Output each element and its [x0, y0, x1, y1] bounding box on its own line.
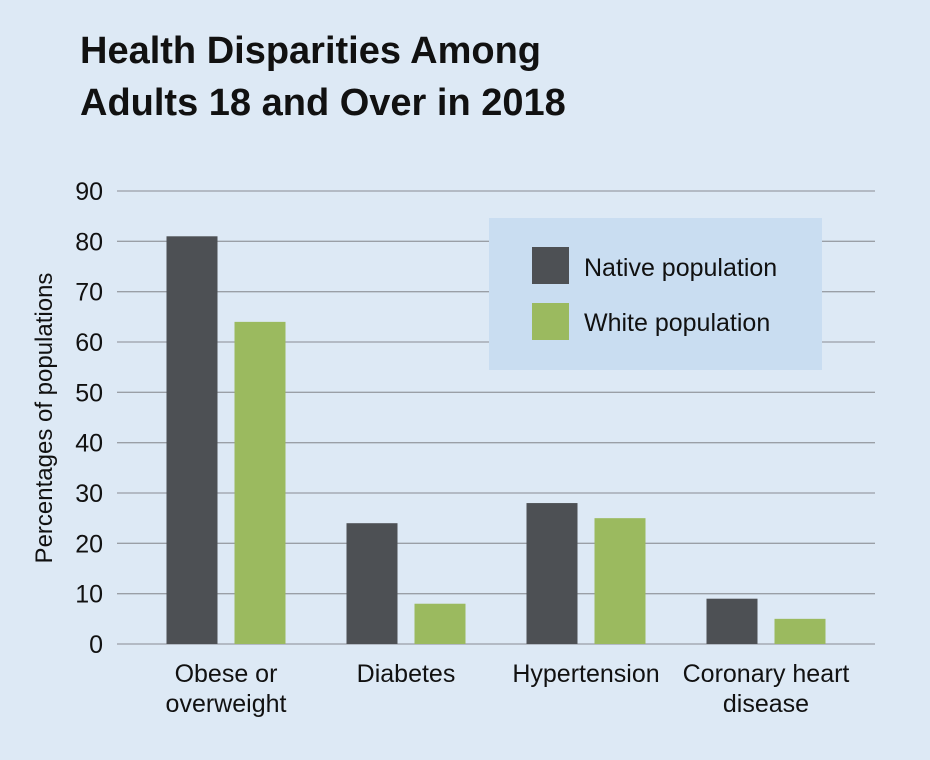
bar-native-0: [166, 236, 218, 645]
legend: Native population White population: [489, 218, 822, 370]
y-tick-label: 80: [75, 228, 103, 256]
legend-label-native: Native population: [584, 254, 777, 282]
legend-swatch-white: [532, 303, 569, 340]
x-category-label: Hypertension: [512, 660, 659, 688]
y-tick-label: 50: [75, 379, 103, 407]
y-tick-label: 10: [75, 581, 103, 609]
y-tick-label: 30: [75, 480, 103, 508]
y-tick-label: 90: [75, 178, 103, 206]
bar-native-2: [526, 503, 578, 644]
legend-label-white: White population: [584, 309, 770, 337]
x-category-label: disease: [723, 690, 809, 718]
y-axis-ticks: 0 10 20 30 40 50 60 70 80 90: [75, 178, 103, 659]
legend-box: [489, 218, 822, 370]
y-tick-label: 70: [75, 279, 103, 307]
bars: [166, 236, 826, 645]
chart-title-line-2: Adults 18 and Over in 2018: [80, 82, 566, 124]
bar-white-3: [774, 618, 826, 644]
bar-native-1: [346, 523, 398, 644]
x-category-label: Coronary heart: [683, 660, 850, 688]
x-category-label: overweight: [166, 690, 287, 718]
y-tick-label: 40: [75, 430, 103, 458]
bar-native-3: [706, 598, 758, 644]
y-tick-label: 60: [75, 329, 103, 357]
legend-swatch-native: [532, 247, 569, 284]
bar-white-1: [414, 603, 466, 644]
y-tick-label: 0: [89, 631, 103, 659]
chart-title-line-1: Health Disparities Among: [80, 30, 542, 72]
x-category-label: Diabetes: [357, 660, 456, 688]
y-axis-label: Percentages of populations: [31, 273, 58, 564]
x-category-label: Obese or: [175, 660, 278, 688]
y-tick-label: 20: [75, 530, 103, 558]
bar-white-0: [234, 321, 286, 644]
bar-white-2: [594, 518, 646, 644]
